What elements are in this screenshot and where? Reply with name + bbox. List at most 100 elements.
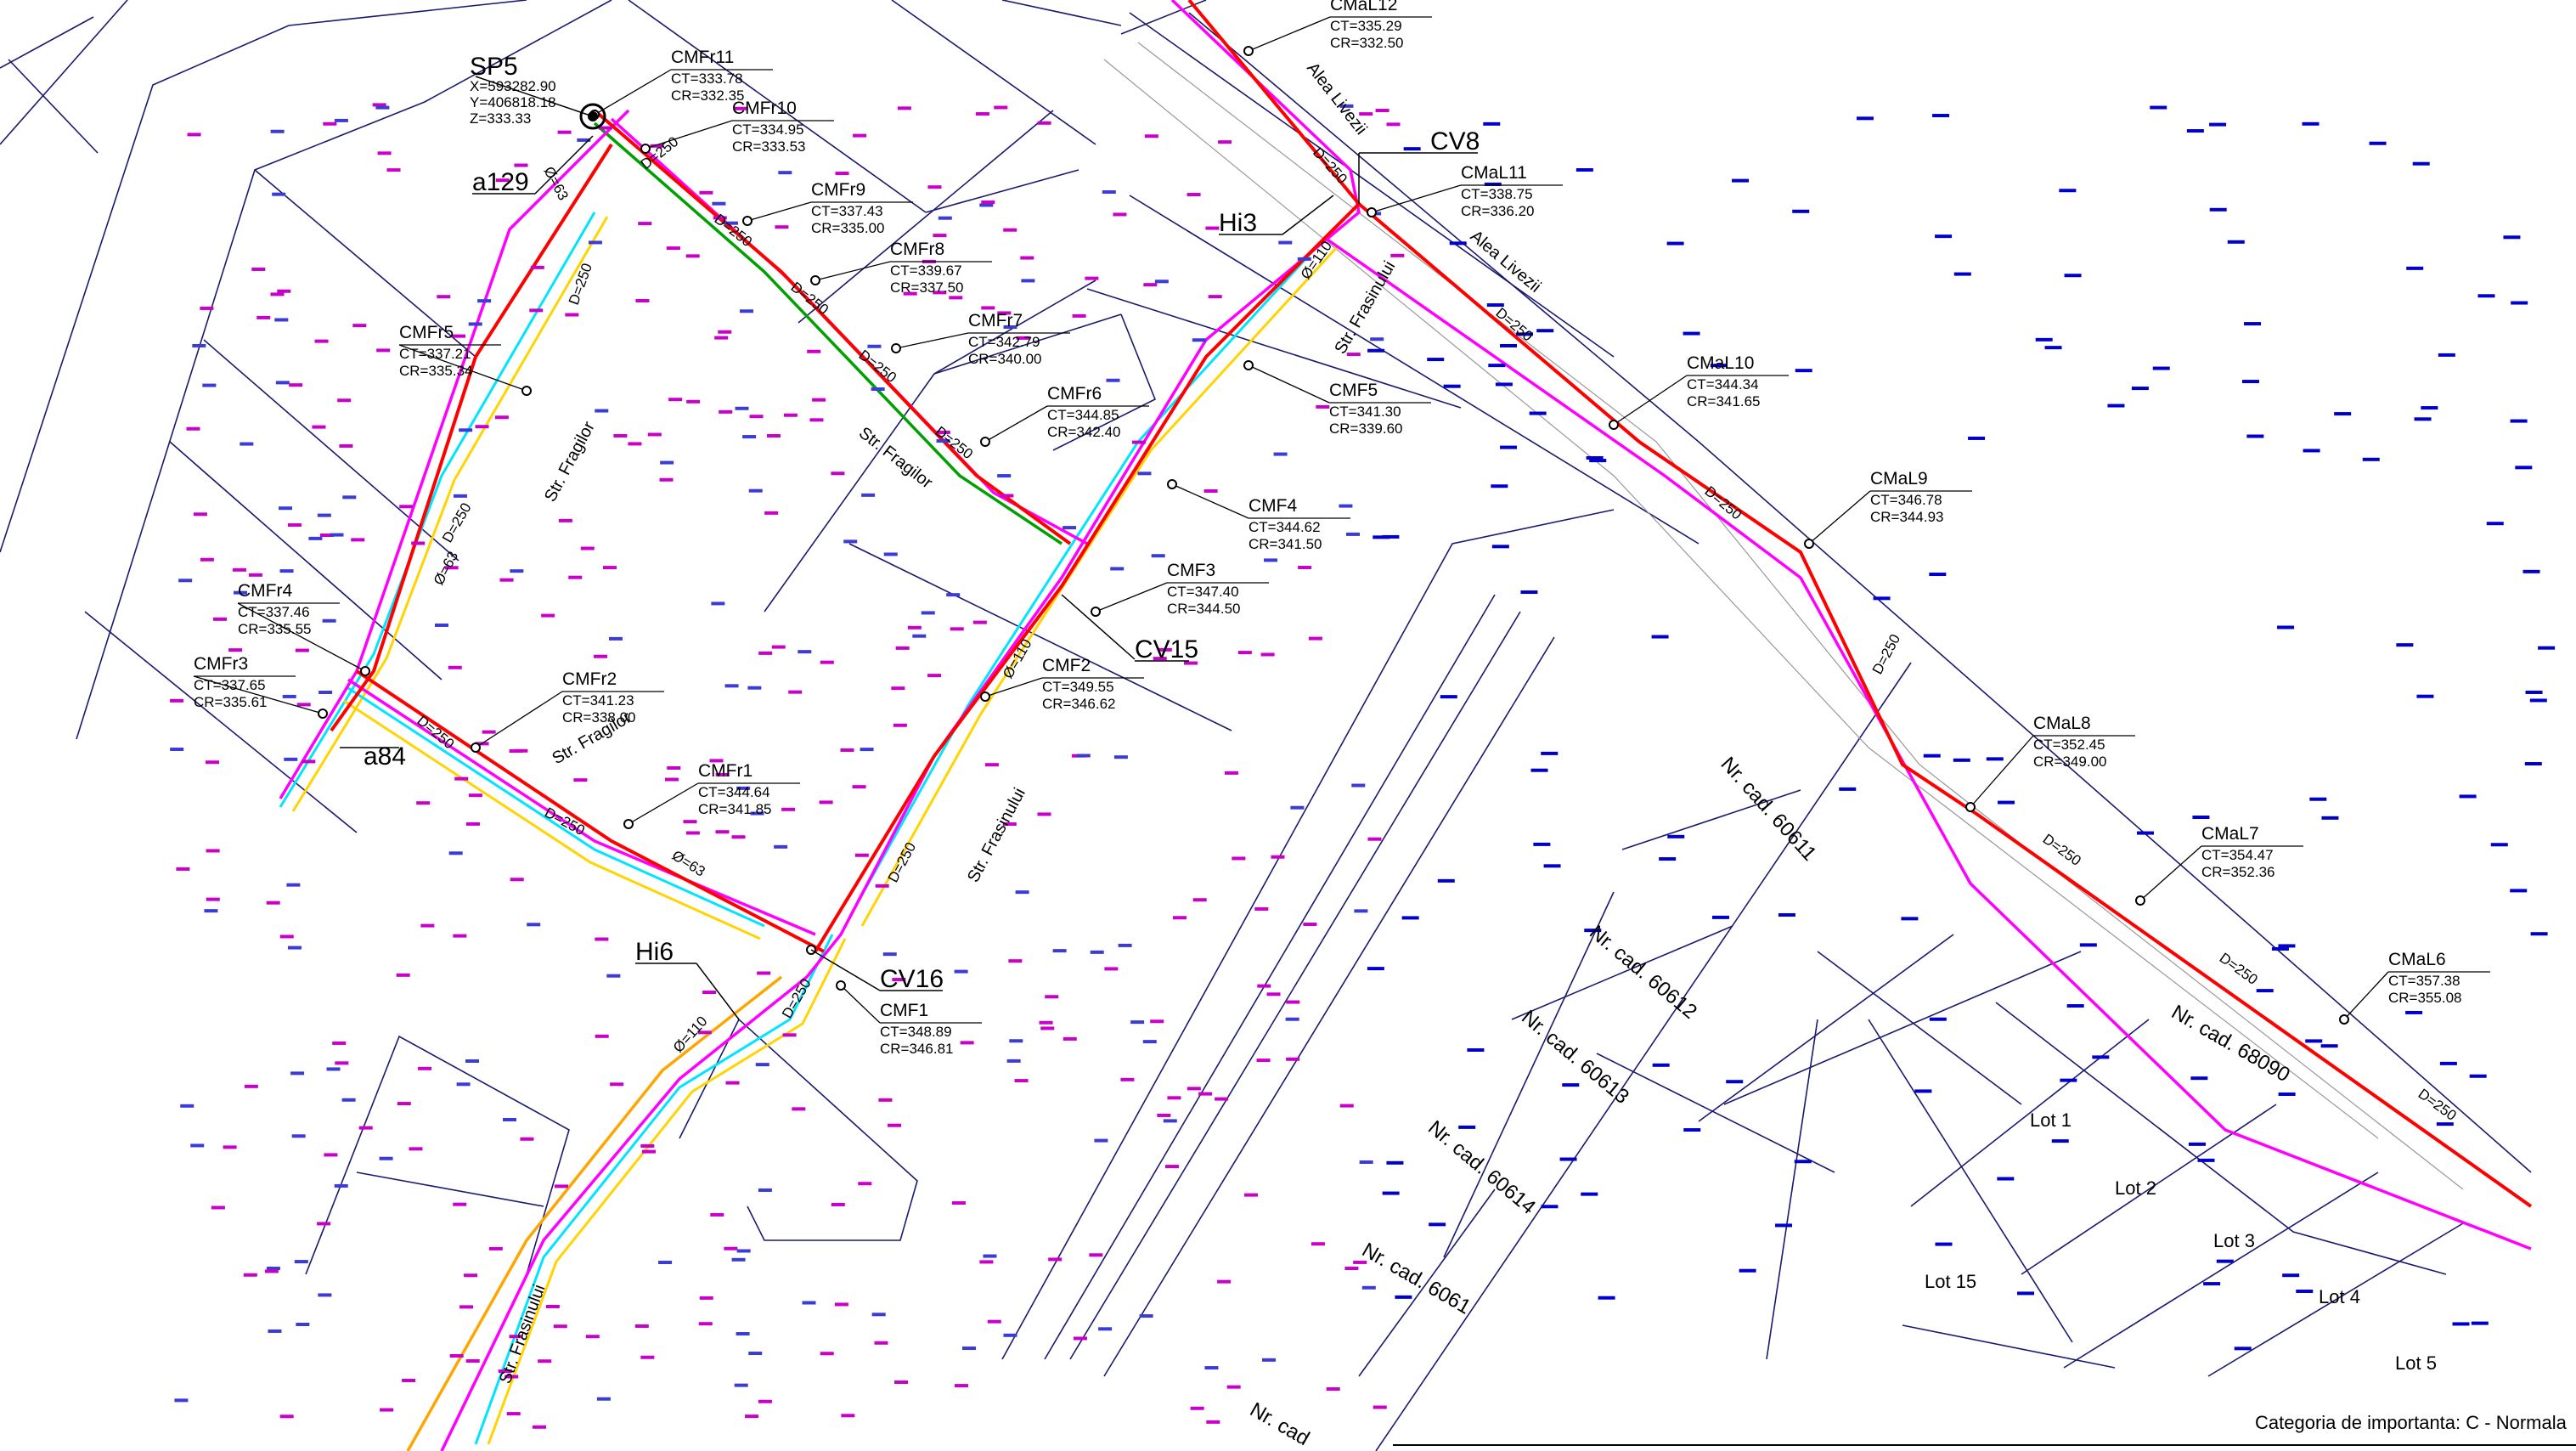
survey-point (1144, 134, 1158, 138)
survey-point (1659, 857, 1677, 861)
survey-point (667, 765, 681, 770)
survey-point (835, 172, 849, 176)
survey-point (1361, 1285, 1376, 1290)
marker-cv8: CV8 (1430, 127, 1480, 155)
survey-point (545, 1304, 560, 1308)
survey-point (1157, 1113, 1171, 1117)
survey-point (1359, 1160, 1373, 1164)
manhole-name: CMFr9 (811, 180, 865, 200)
manhole-cr: CR=349.00 (2033, 754, 2106, 770)
manhole-ct: CT=339.67 (890, 263, 962, 279)
survey-point (1739, 1268, 1756, 1273)
survey-point (950, 627, 964, 631)
survey-point (1020, 256, 1034, 260)
manhole-name: CMFr2 (562, 669, 617, 689)
survey-point (595, 1034, 609, 1038)
survey-point (334, 118, 348, 122)
survey-point (468, 322, 482, 326)
marker-hi6: Hi6 (635, 938, 674, 966)
survey-point (397, 1102, 411, 1106)
survey-point (1373, 1405, 1387, 1409)
manhole-ct: CT=349.55 (1042, 679, 1114, 695)
survey-point (2188, 1142, 2206, 1146)
survey-point (1187, 193, 1201, 197)
survey-point (2035, 337, 2053, 342)
survey-point (1110, 567, 1125, 571)
survey-point (1113, 212, 1127, 217)
survey-point (468, 793, 482, 798)
survey-point (2244, 322, 2262, 326)
survey-point (666, 246, 680, 251)
survey-point (1666, 241, 1684, 246)
markers: a129 a84 Hi3 Hi6 CV8 CV15 CV16 (340, 127, 1480, 1020)
survey-point (750, 811, 764, 816)
survey-point (2278, 1092, 2296, 1096)
survey-point (279, 1414, 294, 1419)
survey-point (1208, 295, 1222, 299)
sp5-station: SP5 X=593282.90 Y=406818.18 Z=333.33 (470, 53, 606, 130)
survey-point (506, 1412, 521, 1416)
survey-point (2296, 1289, 2314, 1293)
survey-point (809, 418, 824, 422)
survey-point (1997, 1177, 2015, 1181)
survey-point (193, 512, 207, 517)
survey-point (341, 1098, 356, 1102)
survey-point (1130, 1020, 1145, 1025)
survey-point (1443, 384, 1461, 388)
survey-point (2051, 1139, 2069, 1143)
survey-point (337, 398, 352, 403)
manhole-name: CMaL11 (1461, 163, 1527, 183)
survey-point (2421, 406, 2438, 410)
survey-point (983, 1254, 997, 1258)
survey-point (1015, 890, 1029, 895)
survey-point (1901, 917, 1919, 921)
survey-point (1008, 959, 1023, 963)
survey-point (699, 1296, 713, 1300)
manhole-cr: CR=340.00 (968, 351, 1041, 367)
street-frasinului-middle: Str. Frasinului (964, 785, 1029, 885)
survey-point (2152, 366, 2170, 370)
lot-15: Lot 15 (1925, 1271, 1976, 1292)
survey-point (608, 636, 623, 641)
manhole-ct: CT=337.43 (811, 203, 883, 219)
survey-point (1298, 565, 1312, 569)
manhole-cr: CR=332.50 (1330, 35, 1403, 51)
survey-point (482, 730, 496, 734)
marker-cv15: CV15 (1135, 635, 1198, 663)
survey-point (1297, 257, 1311, 261)
survey-point (594, 654, 608, 658)
survey-point (206, 849, 220, 853)
survey-point (1261, 1358, 1276, 1362)
survey-point (322, 618, 336, 623)
survey-point (170, 698, 184, 703)
survey-point (448, 665, 462, 669)
survey-point (1370, 337, 1384, 342)
survey-point (434, 623, 448, 627)
survey-point (2405, 1010, 2423, 1014)
survey-point (903, 291, 917, 296)
survey-point (1873, 596, 1891, 601)
manhole-cr: CR=342.40 (1047, 424, 1120, 440)
manhole-ct: CT=352.45 (2033, 737, 2105, 753)
survey-point (1150, 1019, 1164, 1024)
survey-point (686, 399, 701, 404)
survey-point (642, 1149, 657, 1154)
survey-point (736, 786, 751, 790)
survey-point (1104, 967, 1119, 971)
manhole-cr: CR=335.55 (238, 621, 311, 637)
survey-point (532, 1425, 546, 1429)
survey-point (972, 620, 987, 624)
manhole-cr: CR=344.50 (1167, 601, 1240, 617)
survey-point (318, 690, 333, 694)
survey-point (1530, 768, 1548, 772)
survey-point (635, 298, 650, 302)
survey-point (2044, 346, 2062, 350)
sp5-y: Y=406818.18 (470, 94, 556, 110)
survey-point (712, 201, 726, 206)
survey-point (650, 144, 664, 148)
survey-point (453, 1202, 467, 1206)
manhole-name: CMF4 (1249, 496, 1297, 516)
manhole-cr: CR=336.20 (1461, 203, 1534, 219)
